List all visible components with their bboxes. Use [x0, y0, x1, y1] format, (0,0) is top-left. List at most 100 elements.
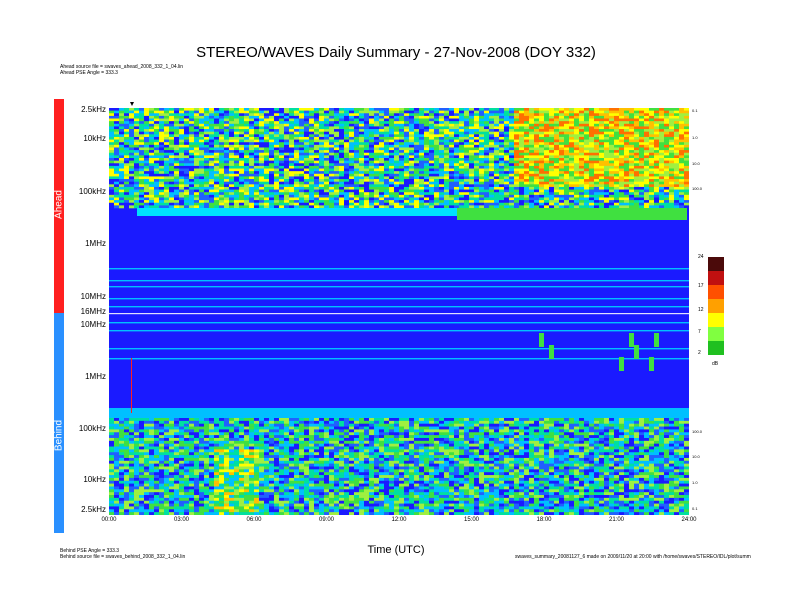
- spectrogram-cell: [349, 129, 355, 132]
- spectrogram-cell: [349, 186, 355, 190]
- spectrogram-cell: [109, 429, 115, 433]
- spectrogram-cell: [184, 136, 190, 140]
- spectrogram-cell: [289, 158, 295, 161]
- spectrogram-cell: [584, 113, 590, 117]
- spectrogram-cell: [614, 129, 620, 132]
- spectrogram-cell: [299, 200, 305, 204]
- spectrogram-cell: [274, 155, 280, 159]
- spectrogram-cell: [134, 500, 140, 504]
- spectrogram-cell: [224, 123, 230, 127]
- spectrogram-cell: [344, 163, 350, 167]
- spectrogram-cell: [149, 168, 155, 172]
- spectrogram-cell: [144, 150, 150, 154]
- spectrogram-cell: [119, 500, 125, 504]
- spectrogram-cell: [194, 205, 200, 209]
- spectrogram-cell: [619, 136, 625, 140]
- spectrogram-cell: [629, 115, 635, 119]
- spectrogram-cell: [524, 121, 530, 125]
- spectrogram-cell: [124, 486, 130, 490]
- spectrogram-cell: [229, 115, 235, 119]
- spectrogram-cell: [269, 126, 275, 130]
- spectrogram-cell: [204, 136, 210, 140]
- spectrogram-cell: [619, 173, 625, 177]
- spectrogram-cell: [189, 126, 195, 130]
- spectrogram-cell: [344, 158, 350, 161]
- spectrogram-cell: [274, 126, 280, 130]
- spectrogram-cell: [684, 165, 689, 169]
- spectrogram-cell: [684, 173, 689, 177]
- spectrogram-cell: [534, 150, 540, 154]
- spectrogram-cell: [684, 110, 689, 114]
- spectrogram-cell: [124, 435, 130, 439]
- spectrogram-cell: [544, 184, 550, 188]
- spectrogram-cell: [144, 455, 150, 459]
- spectrogram-cell: [139, 200, 145, 204]
- spectrogram-cell: [579, 205, 585, 209]
- spectrogram-cell: [164, 475, 170, 479]
- spectrogram-cell: [374, 134, 380, 138]
- frequency-line: [109, 330, 689, 332]
- spectrogram-cell: [594, 181, 600, 185]
- spectrogram-cell: [464, 126, 470, 130]
- spectrogram-cell: [149, 165, 155, 169]
- spectrogram-cell: [299, 152, 305, 156]
- spectrogram-cell: [549, 181, 555, 185]
- spectrogram-cell: [394, 160, 400, 164]
- spectrogram-cell: [509, 179, 515, 182]
- spectrogram-cell: [169, 168, 175, 172]
- spectrogram-cell: [399, 139, 405, 143]
- spectrogram-cell: [174, 171, 180, 175]
- spectrogram-cell: [349, 150, 355, 154]
- spectrogram-cell: [444, 160, 450, 164]
- spectrogram-cell: [364, 194, 370, 198]
- spectrogram-cell: [314, 126, 320, 130]
- spectrogram-cell: [609, 186, 615, 190]
- spectrogram-cell: [569, 179, 575, 182]
- spectrogram-cell: [489, 110, 495, 114]
- spectrogram-cell: [254, 189, 260, 193]
- spectrogram-cell: [544, 158, 550, 161]
- spectrogram-cell: [509, 108, 515, 111]
- spectrogram-cell: [249, 126, 255, 130]
- spectrogram-cell: [324, 168, 330, 172]
- spectrogram-cell: [539, 197, 545, 201]
- spectrogram-cell: [549, 136, 555, 140]
- spectrogram-cell: [389, 171, 395, 175]
- spectrogram-cell: [129, 457, 135, 462]
- spectrogram-cell: [539, 179, 545, 182]
- spectrogram-cell: [289, 197, 295, 201]
- spectrogram-cell: [384, 200, 390, 204]
- spectrogram-cell: [629, 144, 635, 148]
- spectrogram-cell: [634, 192, 640, 196]
- spectrogram-cell: [264, 121, 270, 125]
- spectrogram-cell: [344, 200, 350, 204]
- spectrogram-cell: [484, 168, 490, 172]
- spectrogram-cell: [134, 205, 140, 209]
- spectrogram-cell: [644, 165, 650, 169]
- spectrogram-cell: [159, 440, 165, 444]
- spectrogram-cell: [414, 165, 420, 169]
- spectrogram-cell: [304, 134, 310, 138]
- spectrogram-cell: [394, 173, 400, 177]
- spectrogram-cell: [594, 152, 600, 156]
- spectrogram-cell: [544, 171, 550, 175]
- spectrogram-cell: [119, 173, 125, 177]
- spectrogram-cell: [264, 136, 270, 140]
- spectrogram-cell: [594, 200, 600, 204]
- spectrogram-cell: [444, 186, 450, 190]
- spectrogram-cell: [354, 136, 360, 140]
- spectrogram-cell: [294, 142, 300, 146]
- spectrogram-cell: [129, 506, 135, 510]
- spectrogram-cell: [124, 489, 130, 493]
- spectrogram-cell: [554, 192, 560, 196]
- spectrogram-cell: [389, 152, 395, 156]
- spectrogram-cell: [239, 147, 245, 151]
- spectrogram-cell: [154, 437, 160, 442]
- spectrogram-cell: [554, 123, 560, 127]
- spectrogram-cell: [144, 134, 150, 138]
- spectrogram-cell: [634, 139, 640, 143]
- spectrogram-cell: [554, 144, 560, 148]
- spectrogram-cell: [394, 184, 400, 188]
- spectrogram-cell: [149, 457, 155, 462]
- spectrogram-cell: [269, 194, 275, 198]
